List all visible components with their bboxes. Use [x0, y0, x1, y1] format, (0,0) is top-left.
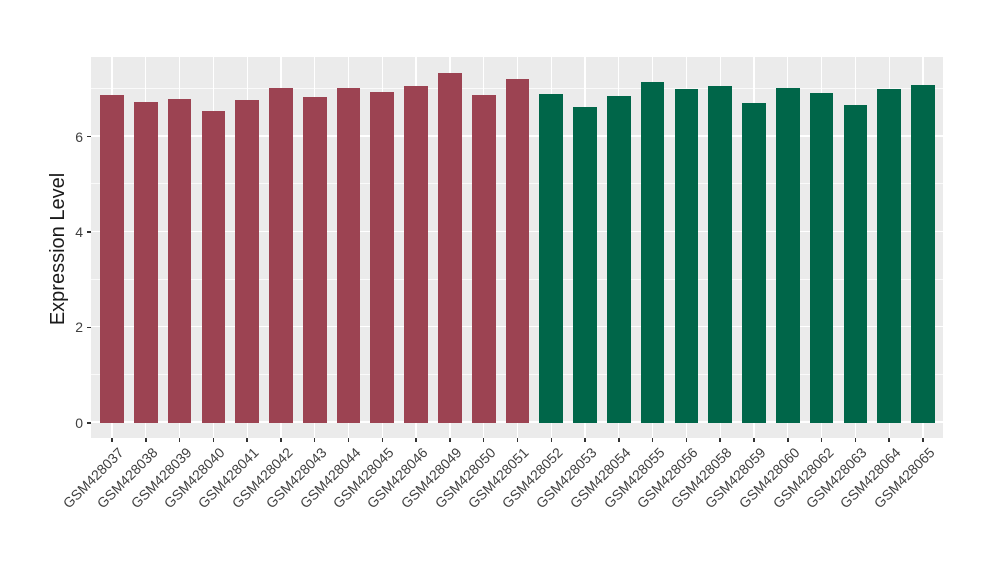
- bar-GSM428065: [911, 84, 935, 423]
- y-tick-label: 0: [75, 414, 83, 431]
- bar-GSM428043: [302, 96, 327, 423]
- x-tick-mark: [922, 438, 924, 442]
- x-tick-mark: [753, 438, 755, 442]
- bar-GSM428062: [809, 93, 834, 423]
- y-tick-mark: [86, 135, 91, 138]
- bar-GSM428049: [438, 73, 462, 423]
- x-tick-mark: [111, 438, 113, 442]
- x-tick-mark: [415, 438, 417, 442]
- bar-GSM428054: [607, 96, 631, 423]
- bar-GSM428039: [167, 99, 192, 423]
- x-tick-mark: [145, 438, 147, 442]
- x-tick-mark: [178, 438, 181, 442]
- x-tick-mark: [381, 438, 384, 442]
- bar-GSM428040: [201, 111, 226, 423]
- y-axis-title: Expression Level: [47, 172, 69, 326]
- bar-GSM428051: [505, 78, 530, 423]
- x-tick-mark: [280, 438, 282, 442]
- y-tick-label: 6: [75, 128, 83, 145]
- bar-GSM428044: [336, 88, 361, 423]
- y-tick-mark: [86, 231, 91, 233]
- bar-GSM428064: [877, 89, 901, 423]
- bar-GSM428056: [674, 88, 699, 423]
- y-tick-mark: [86, 422, 91, 424]
- bar-GSM428055: [640, 82, 665, 423]
- y-tick-label: 4: [75, 224, 83, 241]
- bar-GSM428060: [775, 88, 800, 423]
- x-tick-mark: [246, 438, 248, 442]
- x-tick-mark: [449, 438, 451, 442]
- bar-GSM428042: [269, 88, 293, 423]
- x-tick-mark: [212, 438, 215, 442]
- y-tick-mark: [86, 326, 91, 329]
- x-tick-mark: [820, 438, 823, 442]
- bar-GSM428041: [235, 100, 259, 423]
- bar-GSM428059: [742, 102, 766, 423]
- plot-area: [91, 57, 943, 438]
- x-tick-mark: [482, 438, 485, 442]
- x-tick-mark: [584, 438, 586, 442]
- x-tick-mark: [347, 438, 350, 442]
- x-tick-mark: [888, 438, 890, 442]
- bar-GSM428052: [539, 93, 564, 423]
- bar-GSM428053: [573, 107, 597, 423]
- x-tick-mark: [313, 438, 316, 442]
- bar-GSM428050: [471, 94, 496, 423]
- bar-GSM428038: [133, 102, 158, 423]
- bar-GSM428063: [843, 104, 868, 423]
- x-tick-mark: [550, 438, 553, 442]
- bar-GSM428046: [404, 86, 428, 423]
- x-tick-mark: [651, 438, 654, 442]
- x-tick-mark: [787, 438, 789, 442]
- bar-GSM428045: [370, 92, 395, 423]
- x-tick-mark: [685, 438, 688, 442]
- x-tick-mark: [719, 438, 721, 442]
- y-tick-label: 2: [75, 319, 83, 336]
- x-tick-mark: [618, 438, 620, 442]
- x-tick-mark: [516, 438, 519, 442]
- bar-GSM428058: [708, 85, 733, 423]
- x-tick-mark: [854, 438, 857, 442]
- bar-GSM428037: [100, 95, 124, 423]
